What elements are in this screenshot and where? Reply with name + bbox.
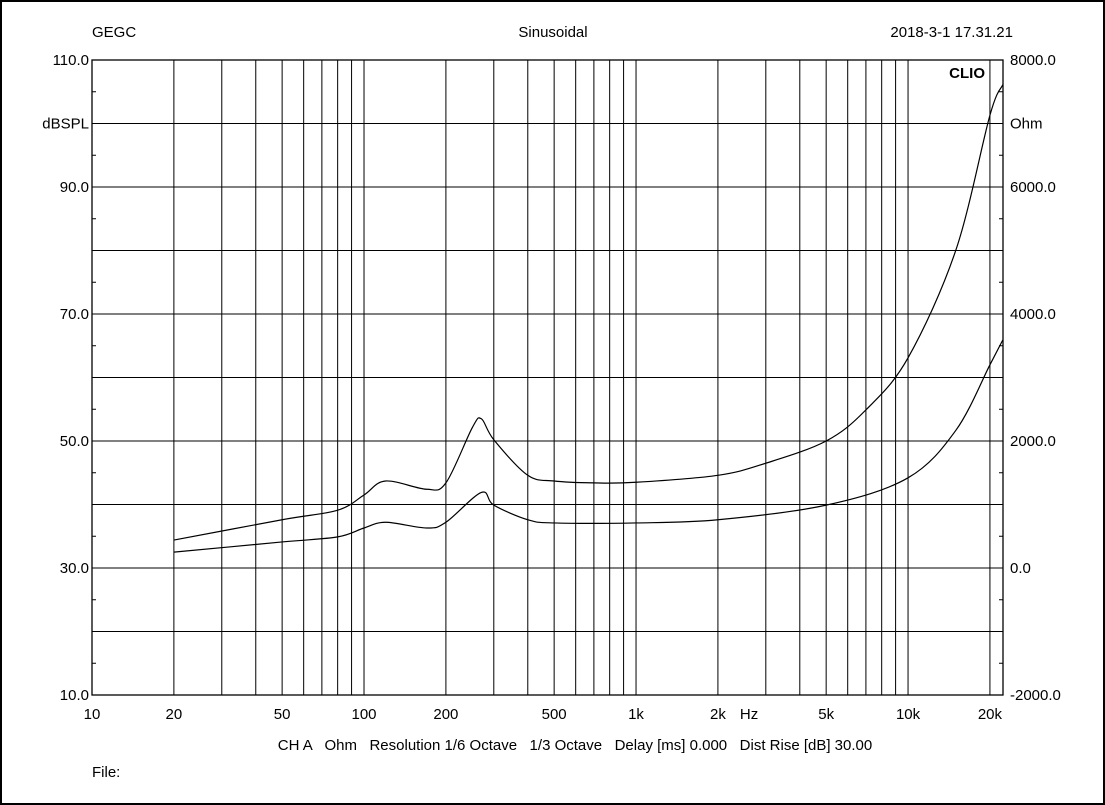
x-tick-label: 10k: [896, 706, 921, 723]
y2-tick-label: 6000.0: [1010, 179, 1056, 196]
x-tick-label: 500: [542, 706, 567, 723]
x-axis-unit: Hz: [740, 706, 758, 723]
y2-tick-label: 2000.0: [1010, 433, 1056, 450]
x-tick-label: 100: [351, 706, 376, 723]
x-tick-label: 1k: [628, 706, 644, 723]
y2-tick-label: 8000.0: [1010, 52, 1056, 69]
chart-title: Sinusoidal: [518, 24, 587, 41]
x-tick-label: 20k: [978, 706, 1003, 723]
x-tick-label: 2k: [710, 706, 726, 723]
header-left: GEGC: [92, 24, 136, 41]
series-line-upper-curve: [173, 84, 1004, 541]
y2-tick-label: -2000.0: [1010, 687, 1061, 704]
x-tick-label: 200: [433, 706, 458, 723]
series-line-lower-curve: [173, 339, 1004, 553]
y2-tick-label: 0.0: [1010, 560, 1031, 577]
grid: [91, 59, 1004, 696]
y2-tick-label: Ohm: [1010, 116, 1043, 133]
y-tick-label: dBSPL: [42, 116, 89, 133]
y-tick-label: 10.0: [60, 687, 89, 704]
plot-border: [91, 59, 1004, 696]
x-tick-label: 10: [84, 706, 101, 723]
y-tick-label: 110.0: [53, 52, 89, 69]
y-tick-label: 30.0: [60, 560, 89, 577]
clio-logo: CLIO: [949, 65, 985, 82]
footer-info: CH A Ohm Resolution 1/6 Octave 1/3 Octav…: [278, 737, 872, 754]
y-tick-label: 70.0: [60, 306, 89, 323]
x-tick-label: 20: [166, 706, 183, 723]
x-tick-label: 50: [274, 706, 291, 723]
x-tick-label: 5k: [818, 706, 834, 723]
file-label: File:: [92, 764, 120, 781]
header-timestamp: 2018-3-1 17.31.21: [890, 24, 1013, 41]
axis-labels: 110.0 dBSPL 90.0 70.0 50.0 30.0 10.0 8000.0 Ohm 6…: [42, 52, 1061, 723]
curves: [173, 84, 1004, 553]
y-tick-label: 50.0: [60, 433, 89, 450]
y-tick-label: 90.0: [60, 179, 89, 196]
y2-tick-label: 4000.0: [1010, 306, 1056, 323]
